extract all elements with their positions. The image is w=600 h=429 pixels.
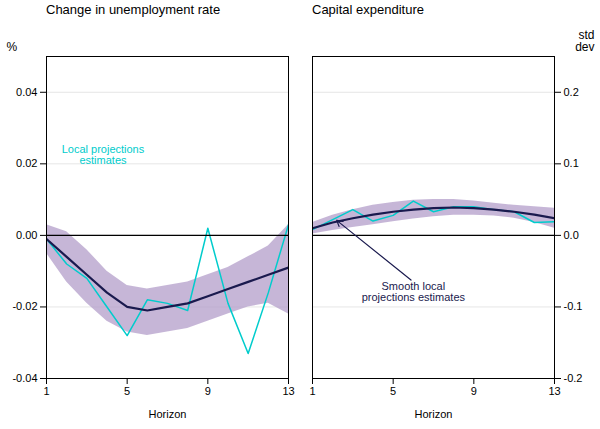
svg-text:Horizon: Horizon [149,408,187,420]
svg-text:0.0: 0.0 [564,229,579,241]
svg-text:%: % [7,40,18,54]
html-text:Capital expenditure: Capital expenditure [312,2,424,17]
svg-text:0.00: 0.00 [16,229,37,241]
svg-text:0.1: 0.1 [564,157,579,169]
svg-text:Local projectionsestimates: Local projectionsestimates [62,143,145,166]
svg-text:0.04: 0.04 [16,86,37,98]
svg-text:5: 5 [124,385,130,397]
svg-text:0.2: 0.2 [564,86,579,98]
svg-text:9: 9 [471,385,477,397]
svg-text:-0.02: -0.02 [12,300,37,312]
svg-text:5: 5 [390,385,396,397]
svg-text:1: 1 [309,385,315,397]
svg-text:-0.1: -0.1 [564,300,583,312]
svg-text:Horizon: Horizon [415,408,453,420]
svg-text:1: 1 [43,385,49,397]
svg-text:stddev: stddev [575,28,594,54]
svg-text:-0.04: -0.04 [12,372,37,384]
svg-text:0.02: 0.02 [16,157,37,169]
svg-text:Smooth localprojections estima: Smooth localprojections estimates [362,280,466,303]
svg-text:-0.2: -0.2 [564,372,583,384]
html-text:Change in unemployment rate: Change in unemployment rate [46,2,221,17]
svg-text:13: 13 [548,385,560,397]
svg-text:13: 13 [282,385,294,397]
svg-text:9: 9 [205,385,211,397]
